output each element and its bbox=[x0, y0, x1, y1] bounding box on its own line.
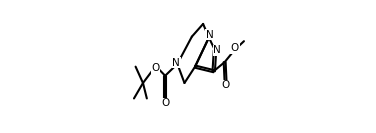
Text: N: N bbox=[213, 45, 221, 55]
Text: O: O bbox=[161, 98, 169, 108]
Text: O: O bbox=[231, 43, 239, 53]
Text: N: N bbox=[172, 58, 180, 68]
Text: O: O bbox=[221, 80, 230, 90]
Text: O: O bbox=[152, 63, 160, 73]
Text: N: N bbox=[206, 30, 214, 40]
